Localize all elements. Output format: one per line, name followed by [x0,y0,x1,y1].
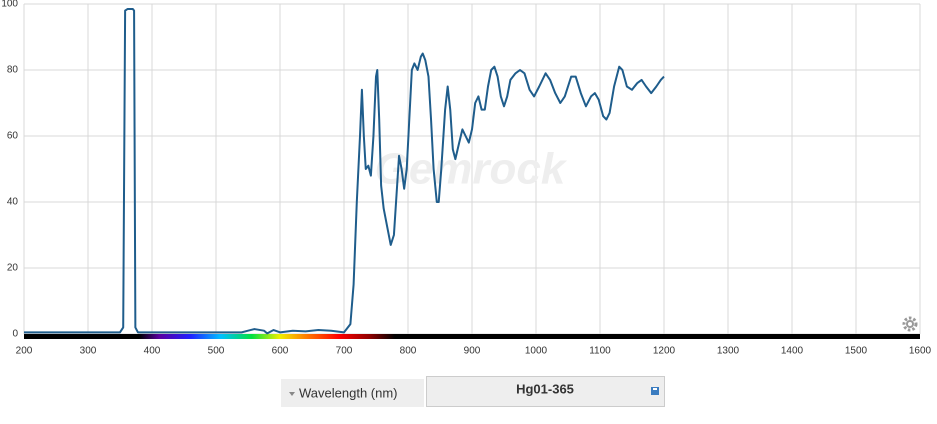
selector-box [281,379,424,407]
x-tick-label: 800 [400,346,417,357]
y-tick-label: 40 [7,197,19,208]
series-button[interactable]: Hg01-365 [426,376,665,407]
x-tick-label: 1200 [653,346,676,357]
y-tick-label: 80 [7,65,19,76]
x-tick-label: 1100 [589,346,611,357]
selector-label: Wavelength (nm) [299,385,398,400]
x-tick-label: 1000 [525,346,548,357]
legend-entry: Hg01-365 [516,381,574,396]
y-tick-label: 20 [7,263,19,274]
series-line [24,7,665,335]
button-box [426,376,665,407]
save-icon [651,387,659,395]
x-tick-label: 1500 [845,346,868,357]
x-tick-label: 200 [16,346,33,357]
x-tick-label: 400 [144,346,161,357]
x-tick-label: 500 [208,346,225,357]
dropdown-arrow [289,392,295,396]
x-tick-label: 300 [80,346,97,357]
visible-spectrum [139,334,395,339]
save-icon-detail [653,388,657,390]
x-selector[interactable]: Wavelength (nm) [281,379,424,407]
spectrum-bar [24,334,920,339]
y-tick-label: 0 [12,329,18,340]
x-tick-label: 600 [272,346,289,357]
x-tick-label: 900 [464,346,481,357]
x-tick-label: 1400 [781,346,804,357]
x-tick-label: 700 [336,346,353,357]
x-tick-label: 1300 [717,346,740,357]
x-tick-label: 1600 [909,346,932,357]
settings-icon[interactable] [902,316,918,332]
y-tick-label: 60 [7,131,19,142]
y-tick-label: 100 [1,0,18,10]
